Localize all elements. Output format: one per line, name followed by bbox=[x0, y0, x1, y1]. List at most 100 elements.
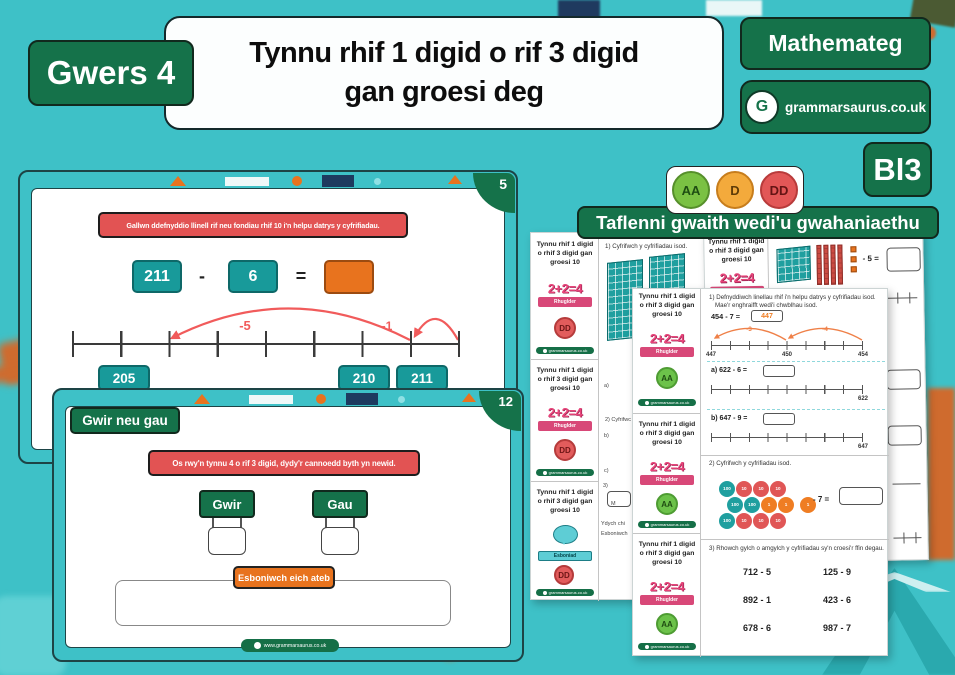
ws-c-example-label-454: 454 bbox=[857, 352, 868, 358]
explain-button[interactable]: Esboniwch eich ateb bbox=[233, 566, 335, 589]
badge-aa-label: AA bbox=[681, 182, 701, 198]
page-number-label-12: 12 bbox=[498, 394, 513, 409]
ws-b-tick-fragment-4 bbox=[915, 532, 917, 544]
ws-c-s1-aa-label: AA bbox=[661, 373, 673, 383]
false-sign-leg-left bbox=[325, 518, 327, 528]
false-sign-leg-right bbox=[353, 518, 355, 528]
true-button[interactable]: Gwir bbox=[199, 490, 255, 518]
ws-a-s1-brand-icon bbox=[542, 348, 547, 353]
numberline-label-211: 211 bbox=[396, 365, 448, 391]
true-sign-leg-right bbox=[240, 518, 242, 528]
ws-c-calc-0-1[interactable]: 125 - 9 bbox=[822, 567, 852, 577]
counter-10: 10 bbox=[753, 480, 769, 497]
equals-sign: = bbox=[286, 260, 316, 293]
equals-glyph: = bbox=[295, 266, 307, 286]
ws-c-counters-row-3: 100 10 10 10 bbox=[719, 509, 787, 529]
ws-c-s1-aa-badge: AA bbox=[656, 367, 678, 389]
subject-badge-label: Mathemateg bbox=[768, 30, 903, 56]
ws-a-s2-brand-icon bbox=[542, 470, 547, 475]
ws-c-example-answer-box: 447 bbox=[751, 310, 783, 322]
jump-label-small: -1 bbox=[381, 319, 393, 333]
ws-a-divider-1 bbox=[531, 359, 599, 360]
brand-logo-icon: G bbox=[744, 90, 779, 124]
ws-c-s3-brand-url: grammarsaurus.co.uk bbox=[650, 644, 690, 649]
counter-1: 1 bbox=[761, 496, 777, 513]
ws-b-box-fragment-1[interactable] bbox=[886, 369, 921, 390]
page-title-line1: Tynnu rhif 1 digid o rif 3 digid bbox=[249, 36, 639, 69]
ws-c-part-b-answer-box[interactable] bbox=[763, 413, 795, 425]
label-211: 211 bbox=[411, 370, 433, 386]
decor-slide5-triangle bbox=[170, 176, 186, 186]
ws-b-answer-box[interactable] bbox=[886, 247, 921, 272]
counter-100: 100 bbox=[744, 496, 760, 513]
ws-c-calc-0-0[interactable]: 712 - 5 bbox=[742, 567, 772, 577]
minuend-box: 211 bbox=[132, 260, 182, 293]
false-button[interactable]: Gau bbox=[312, 490, 368, 518]
ws-b-tick-fragment-3 bbox=[903, 532, 905, 544]
badge-d-icon: D bbox=[716, 171, 754, 209]
ws-c-divider-2 bbox=[633, 533, 701, 534]
ws-c-counters-row-2: 100 100 1 1 1 bbox=[727, 493, 817, 513]
ws-c-calc-1-1[interactable]: 423 - 6 bbox=[822, 595, 852, 605]
label-210: 210 bbox=[352, 370, 376, 386]
ws-a-s3-brand-url: grammarsaurus.co.uk bbox=[548, 590, 588, 595]
ws-a-s2-logo: 2+2=4 bbox=[547, 405, 583, 420]
answer-box-empty[interactable] bbox=[324, 260, 374, 294]
ws-a-s2-dd-badge: DD bbox=[554, 439, 576, 461]
ws-a-s1-dd-label: DD bbox=[559, 323, 571, 333]
decor-white-rect bbox=[706, 0, 762, 16]
decor-slide12-navy-rect bbox=[346, 393, 378, 405]
ws-a-frag-a: a) bbox=[604, 383, 609, 389]
true-sign-leg-left bbox=[212, 518, 214, 528]
ws-a-frag-esbon: Esboniwch bbox=[601, 531, 628, 537]
ws-c-part-a-answer-box[interactable] bbox=[763, 365, 795, 377]
explain-button-label: Esboniwch eich ateb bbox=[238, 572, 330, 583]
ws-c-s3-brand-icon bbox=[644, 644, 649, 649]
ws-c-s1-brand: grammarsaurus.co.uk bbox=[638, 399, 696, 406]
false-answer-box[interactable] bbox=[321, 527, 359, 555]
ws-c-part-b-expression: b) 647 - 9 = bbox=[711, 415, 748, 422]
ws-c-example-number-line bbox=[711, 341, 863, 350]
ws-b-box-fragment-2[interactable] bbox=[887, 425, 922, 446]
label-205: 205 bbox=[112, 370, 136, 386]
ws-c-calc-2-0[interactable]: 678 - 6 bbox=[742, 623, 772, 633]
counter-100: 100 bbox=[719, 480, 735, 497]
slide-12-statement-text: Os rwy'n tynnu 4 o rif 3 digid, dydy'r c… bbox=[172, 458, 396, 468]
ws-b-ones-cube-2 bbox=[850, 256, 857, 263]
ws-a-s2-dd-label: DD bbox=[559, 445, 571, 455]
ws-c-s2-ribbon: Rhuglder bbox=[640, 475, 694, 485]
decor-slide5-navy-rect bbox=[322, 175, 354, 187]
decor-slide5-orange-dot bbox=[292, 176, 302, 186]
slide-footer-brand: www.grammarsaurus.co.uk bbox=[241, 639, 339, 652]
ws-b-tick-fragment-1 bbox=[897, 292, 899, 304]
true-answer-box[interactable] bbox=[208, 527, 246, 555]
ws-c-counters-answer-box[interactable] bbox=[839, 487, 883, 505]
ws-a-fragment-box[interactable]: M bbox=[607, 491, 631, 507]
brand-logo-letter: G bbox=[755, 98, 769, 115]
counter-10: 10 bbox=[736, 512, 752, 529]
counter-1: 1 bbox=[778, 496, 794, 513]
ws-c-q1-line1: 1) Defnyddiwch linellau rhif i'n helpu d… bbox=[709, 294, 876, 301]
decor-slide12-triangle bbox=[194, 394, 210, 404]
ws-b-tens-rod-1 bbox=[816, 244, 823, 285]
slide-5-statement-banner: Gallwn ddefnyddio llinell rif neu fondia… bbox=[98, 212, 408, 238]
ws-c-q1-line2: Mae'r enghraifft wedi'i chwblhau isod. bbox=[715, 302, 818, 309]
false-button-label: Gau bbox=[327, 496, 353, 512]
true-false-header-badge: Gwir neu gau bbox=[70, 407, 180, 434]
footer-brand-icon bbox=[253, 642, 261, 649]
ws-c-calc-2-1[interactable]: 987 - 7 bbox=[822, 623, 852, 633]
ws-c-example-jump-arrows bbox=[713, 327, 863, 341]
code-badge: Bl3 bbox=[863, 142, 932, 197]
ws-c-s2-brand-icon bbox=[644, 522, 649, 527]
badge-dd-label: DD bbox=[769, 182, 789, 198]
slide-12-statement-banner: Os rwy'n tynnu 4 o rif 3 digid, dydy'r c… bbox=[148, 450, 420, 476]
ws-a-s1-title: Tynnu rhif 1 digid o rhif 3 digid gan gr… bbox=[536, 241, 594, 266]
ws-c-calc-1-0[interactable]: 892 - 1 bbox=[742, 595, 772, 605]
worksheets-banner-label: Taflenni gwaith wedi'u gwahaniaethu bbox=[596, 211, 920, 233]
ws-a-s2-title: Tynnu rhif 1 digid o rhif 3 digid gan gr… bbox=[536, 367, 594, 392]
slide-5-statement-text: Gallwn ddefnyddio llinell rif neu fondia… bbox=[126, 220, 380, 230]
ws-a-s1-dd-badge: DD bbox=[554, 317, 576, 339]
ws-c-s2-title: Tynnu rhif 1 digid o rhif 3 digid gan gr… bbox=[638, 421, 696, 446]
ws-c-s3-aa-badge: AA bbox=[656, 613, 678, 635]
